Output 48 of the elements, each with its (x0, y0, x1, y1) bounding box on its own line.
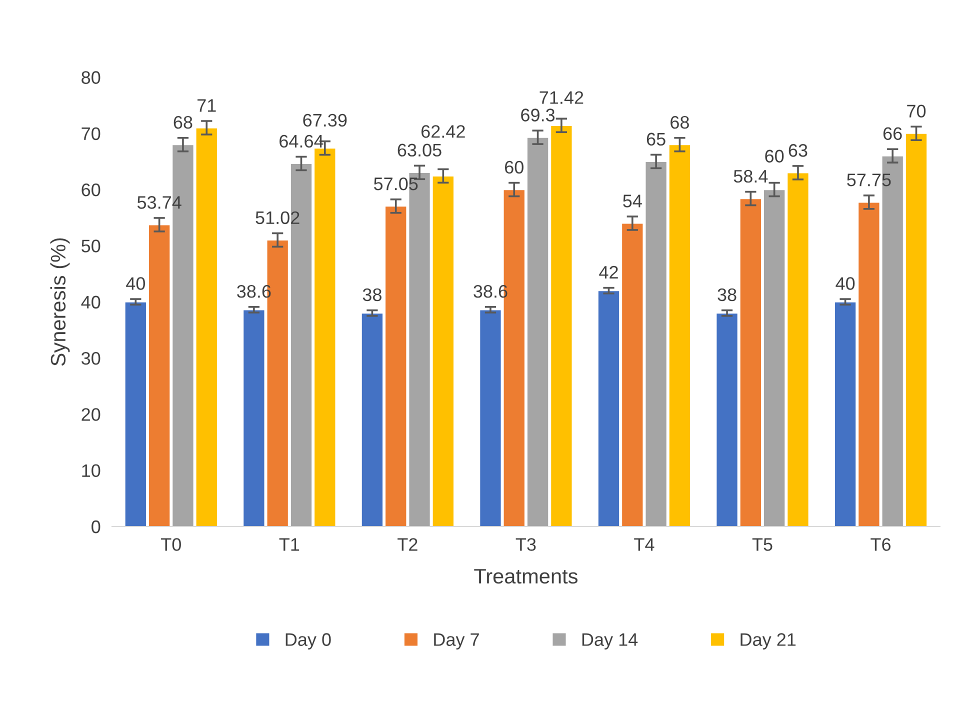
legend-label: Day 21 (740, 633, 796, 650)
data-label: 60 (505, 160, 524, 174)
data-label: 68 (670, 116, 689, 129)
data-label: 58.4 (734, 170, 768, 183)
y-tick-label: 40 (81, 296, 100, 309)
data-label: 67.39 (303, 114, 347, 127)
x-tick-label: T3 (516, 538, 536, 551)
data-label: 38 (362, 288, 382, 302)
data-label: 65 (646, 132, 666, 146)
y-tick-label: 30 (82, 352, 100, 365)
data-label: 63 (788, 144, 808, 157)
x-tick-label: T5 (752, 538, 772, 551)
y-axis-title: Syneresis (%) (50, 238, 70, 366)
data-label: 42 (599, 266, 618, 279)
data-label: 54 (623, 194, 642, 208)
data-label: 64.64 (280, 134, 324, 148)
data-label: 60 (765, 150, 784, 163)
y-tick-label: 20 (82, 408, 100, 421)
data-label: 71.42 (540, 91, 584, 104)
data-label: 51.02 (256, 211, 300, 224)
x-tick-label: T1 (279, 538, 300, 551)
legend-label: Day 14 (582, 633, 638, 650)
data-label: 57.75 (847, 174, 891, 186)
data-label: 63.05 (398, 144, 442, 157)
y-tick-label: 80 (82, 71, 100, 84)
data-label: 53.74 (137, 196, 182, 209)
data-label: 40 (126, 277, 145, 290)
legend-label: Day 7 (434, 633, 479, 650)
data-label: 57.05 (374, 177, 418, 190)
data-label: 68 (174, 116, 192, 129)
x-tick-label: T4 (634, 538, 654, 551)
legend-label: Day 0 (286, 633, 331, 650)
y-tick-label: 10 (82, 464, 100, 478)
data-label: 70 (907, 104, 926, 118)
x-tick-label: T6 (870, 538, 891, 551)
data-label: 38 (718, 288, 736, 302)
y-tick-label: 70 (82, 127, 100, 140)
x-axis-title: Treatments (474, 569, 578, 584)
x-tick-label: T0 (161, 538, 181, 551)
data-label: 40 (836, 277, 855, 290)
data-label: 66 (883, 127, 902, 140)
data-label: 69.3 (521, 108, 555, 122)
y-tick-label: 0 (92, 520, 100, 534)
x-tick-label: T2 (398, 538, 418, 551)
data-label: 71 (198, 99, 216, 112)
data-label: 62.42 (422, 125, 465, 138)
y-tick-label: 60 (82, 183, 100, 196)
y-tick-label: 50 (82, 240, 100, 252)
